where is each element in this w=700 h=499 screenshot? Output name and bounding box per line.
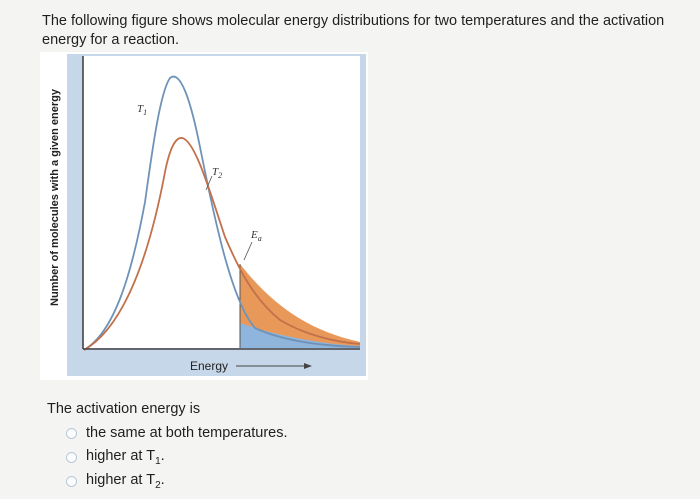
t1-tail-area bbox=[240, 323, 360, 348]
t2-curve bbox=[83, 137, 361, 351]
radio-button[interactable] bbox=[66, 451, 77, 463]
ea-label: Ea bbox=[250, 229, 262, 243]
t1-curve bbox=[83, 75, 361, 351]
option-same[interactable]: the same at both temperatures. bbox=[66, 423, 288, 443]
option-higher-t1[interactable]: higher at T1. bbox=[66, 447, 165, 467]
x-axis-arrowhead bbox=[304, 363, 312, 369]
question-prompt: The activation energy is bbox=[47, 401, 201, 417]
option-label: higher at T1. bbox=[86, 447, 165, 467]
option-label: the same at both temperatures. bbox=[86, 425, 288, 441]
figure-svg: T1 T2 Ea Energy bbox=[67, 54, 366, 376]
option-label: higher at T2. bbox=[86, 471, 165, 491]
y-axis-label-svg: Number of molecules with a given energy bbox=[49, 88, 61, 306]
t2-tail-area bbox=[240, 264, 360, 348]
option-higher-t2[interactable]: higher at T2. bbox=[66, 471, 165, 491]
t1-label: T1 bbox=[137, 103, 147, 117]
ea-pointer bbox=[243, 241, 253, 261]
energy-distribution-figure: T1 T2 Ea Energy bbox=[40, 52, 368, 380]
x-axis-label: Energy bbox=[190, 359, 228, 373]
t2-label: T2 bbox=[212, 166, 222, 180]
radio-button[interactable] bbox=[66, 475, 77, 487]
question-intro: The following figure shows molecular ene… bbox=[42, 13, 665, 48]
t2-pointer bbox=[205, 175, 213, 191]
y-axis-label: Number of molecules with a given energy bbox=[49, 88, 61, 306]
radio-button[interactable] bbox=[66, 427, 77, 439]
plot-area bbox=[83, 56, 360, 348]
